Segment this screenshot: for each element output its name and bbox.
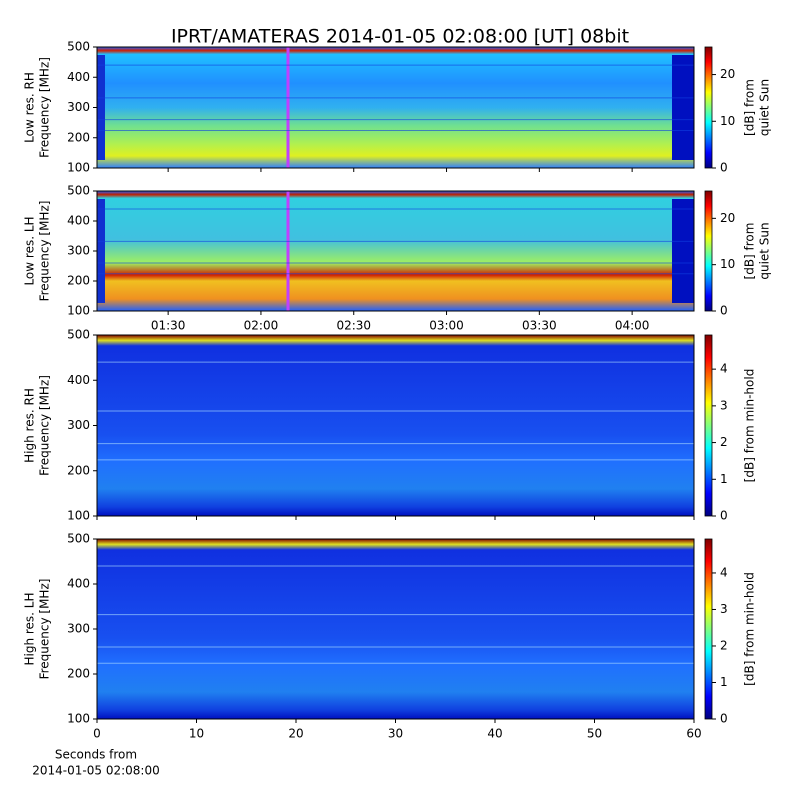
colorbar-label: [dB] from	[743, 79, 757, 136]
y-axis-label: High res. LH	[23, 592, 37, 665]
colorbar-tick-label: 0	[720, 161, 728, 175]
y-axis-label: Frequency [MHz]	[38, 579, 52, 680]
x-tick-label: 02:00	[244, 319, 279, 333]
spectrogram	[97, 539, 694, 719]
y-tick-label: 300	[67, 622, 90, 636]
colorbar-tick-label: 2	[720, 435, 728, 449]
spectrogram-gap	[672, 199, 694, 303]
colorbar-tick-label: 10	[720, 114, 735, 128]
x-tick-label: 20	[288, 727, 303, 741]
x-tick-label: 10	[189, 727, 204, 741]
colorbar-label: [dB] from min-hold	[743, 572, 757, 686]
x-tick-label: 01:30	[151, 319, 186, 333]
y-axis-label: Frequency [MHz]	[38, 57, 52, 158]
y-tick-label: 400	[67, 577, 90, 591]
colorbar-tick-label: 20	[720, 67, 735, 81]
colorbar-tick-label: 4	[720, 565, 728, 579]
x-tick-label: 03:30	[522, 319, 557, 333]
y-tick-label: 200	[67, 274, 90, 288]
colorbar	[704, 190, 713, 312]
x-tick-label: 02:30	[336, 319, 371, 333]
x-tick-label: 60	[686, 727, 701, 741]
x-axis-label: 2014-01-05 02:08:00	[32, 764, 159, 778]
colorbar-label: [dB] from min-hold	[743, 369, 757, 483]
colorbar-tick-label: 3	[720, 602, 728, 616]
spectrogram	[97, 191, 694, 311]
y-tick-label: 100	[67, 161, 90, 175]
y-tick-label: 400	[67, 70, 90, 84]
x-tick-label: 50	[587, 727, 602, 741]
colorbar-tick-label: 0	[720, 712, 728, 726]
colorbar	[704, 334, 713, 517]
colorbar-tick-label: 3	[720, 398, 728, 412]
x-axis-label: Seconds from	[55, 748, 137, 762]
y-tick-label: 400	[67, 373, 90, 387]
y-tick-label: 300	[67, 244, 90, 258]
y-tick-label: 300	[67, 418, 90, 432]
colorbar	[704, 538, 713, 720]
y-tick-label: 500	[67, 40, 90, 54]
spectrogram-gap	[672, 55, 694, 160]
x-tick-label: 0	[93, 727, 101, 741]
y-axis-label: Frequency [MHz]	[38, 201, 52, 302]
spectrogram-edge	[97, 55, 105, 160]
y-tick-label: 200	[67, 130, 90, 144]
y-tick-label: 100	[67, 712, 90, 726]
colorbar-tick-label: 10	[720, 257, 735, 271]
colorbar-tick-label: 20	[720, 211, 735, 225]
y-tick-label: 200	[67, 667, 90, 681]
x-tick-label: 30	[388, 727, 403, 741]
x-tick-label: 04:00	[615, 319, 650, 333]
colorbar-label: quiet Sun	[758, 79, 772, 136]
y-axis-label: Frequency [MHz]	[38, 375, 52, 476]
colorbar-tick-label: 0	[720, 509, 728, 523]
colorbar	[704, 46, 713, 169]
y-tick-label: 100	[67, 304, 90, 318]
x-tick-label: 40	[487, 727, 502, 741]
y-tick-label: 500	[67, 328, 90, 342]
colorbar-tick-label: 4	[720, 362, 728, 376]
y-axis-label: High res. RH	[23, 388, 37, 463]
colorbar-tick-label: 0	[720, 304, 728, 318]
spectrogram	[97, 335, 694, 516]
y-axis-label: Low res. RH	[23, 72, 37, 143]
spectrogram	[97, 47, 694, 168]
colorbar-tick-label: 2	[720, 638, 728, 652]
spectrogram-edge	[97, 199, 105, 303]
y-axis-label: Low res. LH	[23, 216, 37, 285]
colorbar-tick-label: 1	[720, 472, 728, 486]
colorbar-label: [dB] from	[743, 223, 757, 280]
chart-title: IPRT/AMATERAS 2014-01-05 02:08:00 [UT] 0…	[171, 26, 629, 48]
y-tick-label: 400	[67, 214, 90, 228]
y-tick-label: 500	[67, 184, 90, 198]
y-tick-label: 500	[67, 532, 90, 546]
colorbar-label: quiet Sun	[758, 222, 772, 279]
x-tick-label: 03:00	[429, 319, 464, 333]
y-tick-label: 100	[67, 509, 90, 523]
y-tick-label: 300	[67, 100, 90, 114]
colorbar-tick-label: 1	[720, 675, 728, 689]
y-tick-label: 200	[67, 463, 90, 477]
